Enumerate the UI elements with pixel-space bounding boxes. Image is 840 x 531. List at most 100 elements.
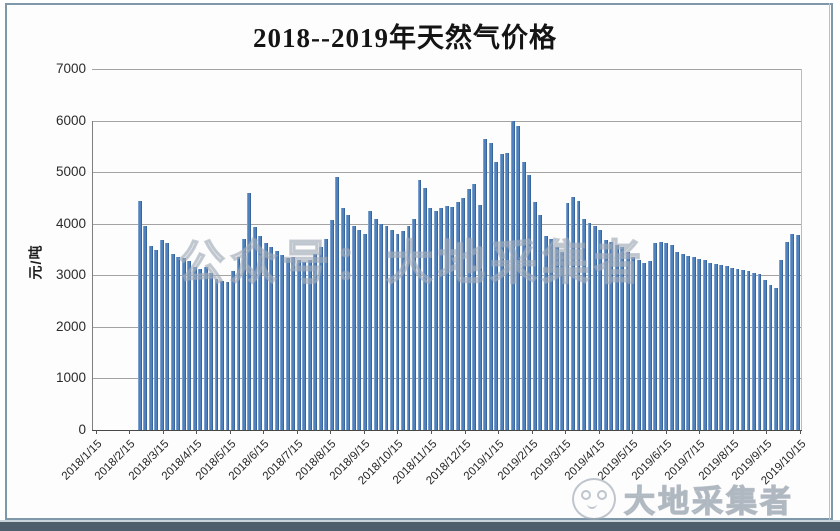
bar xyxy=(620,246,625,430)
bar xyxy=(587,222,592,430)
bar xyxy=(313,253,318,430)
bar xyxy=(779,259,784,430)
bar xyxy=(642,262,647,430)
bar xyxy=(565,203,570,430)
bar xyxy=(296,259,301,430)
bar xyxy=(614,244,619,430)
x-axis-tick xyxy=(397,430,399,434)
bar xyxy=(263,243,268,430)
bar xyxy=(252,227,257,430)
bar xyxy=(412,218,416,430)
bar xyxy=(242,239,246,430)
bar xyxy=(384,226,389,430)
x-axis-tick xyxy=(498,430,500,434)
bar xyxy=(773,287,778,430)
bar xyxy=(390,229,394,430)
frame-inner-line xyxy=(829,3,830,520)
bar xyxy=(532,201,537,430)
center-watermark: 公众号：大地采集者 xyxy=(177,235,646,290)
bar xyxy=(395,234,400,430)
bar xyxy=(274,250,279,430)
bar xyxy=(603,239,608,430)
bar xyxy=(143,226,148,430)
x-axis-tick xyxy=(766,430,768,434)
y-tick-label: 2000 xyxy=(55,318,86,334)
y-tick-label: 0 xyxy=(78,422,86,437)
bar xyxy=(625,251,630,430)
bar xyxy=(488,142,493,430)
bar xyxy=(170,253,175,430)
bar xyxy=(763,280,767,430)
bar xyxy=(790,234,795,430)
x-axis-tick xyxy=(699,430,701,434)
bar xyxy=(784,241,789,430)
corner-watermark-text: 大地采集者 xyxy=(623,483,794,519)
bar xyxy=(428,208,433,430)
bottom-axis-line xyxy=(92,430,802,431)
bar xyxy=(647,260,652,430)
bar xyxy=(346,215,351,430)
logo-eye-icon xyxy=(581,489,591,500)
bar xyxy=(165,242,170,430)
bar xyxy=(472,183,477,430)
bar xyxy=(521,162,526,430)
x-axis-tick xyxy=(363,430,365,434)
bar xyxy=(291,256,296,430)
bar xyxy=(741,270,745,430)
bar xyxy=(154,249,159,430)
bar xyxy=(236,257,241,430)
x-axis-tick xyxy=(732,430,734,434)
bar xyxy=(203,266,208,430)
bar xyxy=(417,179,422,430)
bar xyxy=(439,208,444,430)
bottom-band xyxy=(0,520,840,531)
bar xyxy=(702,259,707,430)
bar xyxy=(494,161,499,430)
bar xyxy=(466,188,471,430)
logo-mouth-icon xyxy=(587,502,597,509)
x-axis-tick xyxy=(263,430,265,434)
bar xyxy=(697,258,702,430)
bar xyxy=(455,202,460,430)
bar xyxy=(148,246,153,430)
bar xyxy=(444,205,449,430)
bar xyxy=(571,196,575,430)
x-axis-tick xyxy=(565,430,567,434)
bar xyxy=(368,210,373,430)
bar xyxy=(582,218,586,430)
bar xyxy=(329,219,334,430)
bar xyxy=(560,251,564,430)
bar xyxy=(593,225,597,430)
bar xyxy=(318,246,323,430)
x-axis-tick xyxy=(330,430,332,434)
bar xyxy=(422,187,427,430)
bar xyxy=(176,257,181,430)
x-axis-tick xyxy=(129,430,131,434)
bar xyxy=(187,260,192,430)
bar xyxy=(746,271,751,430)
bar xyxy=(510,120,515,430)
gridline xyxy=(92,120,802,122)
gridline xyxy=(92,172,802,174)
bar xyxy=(340,207,345,430)
bar xyxy=(324,239,329,430)
x-axis-tick xyxy=(598,430,600,434)
x-axis-tick xyxy=(296,430,298,434)
bar xyxy=(549,239,554,430)
bar xyxy=(708,262,713,430)
bar xyxy=(280,254,285,430)
bar xyxy=(713,263,718,430)
y-tick-label: 4000 xyxy=(55,215,86,231)
bar xyxy=(477,205,482,430)
bar xyxy=(499,153,504,430)
y-tick-label: 7000 xyxy=(55,61,86,76)
bar xyxy=(730,267,734,430)
bar xyxy=(543,236,548,430)
bar xyxy=(598,229,603,430)
bar xyxy=(757,274,762,430)
bar xyxy=(653,243,658,430)
bar xyxy=(636,259,641,430)
bar xyxy=(373,218,378,430)
left-axis-line xyxy=(92,120,93,430)
